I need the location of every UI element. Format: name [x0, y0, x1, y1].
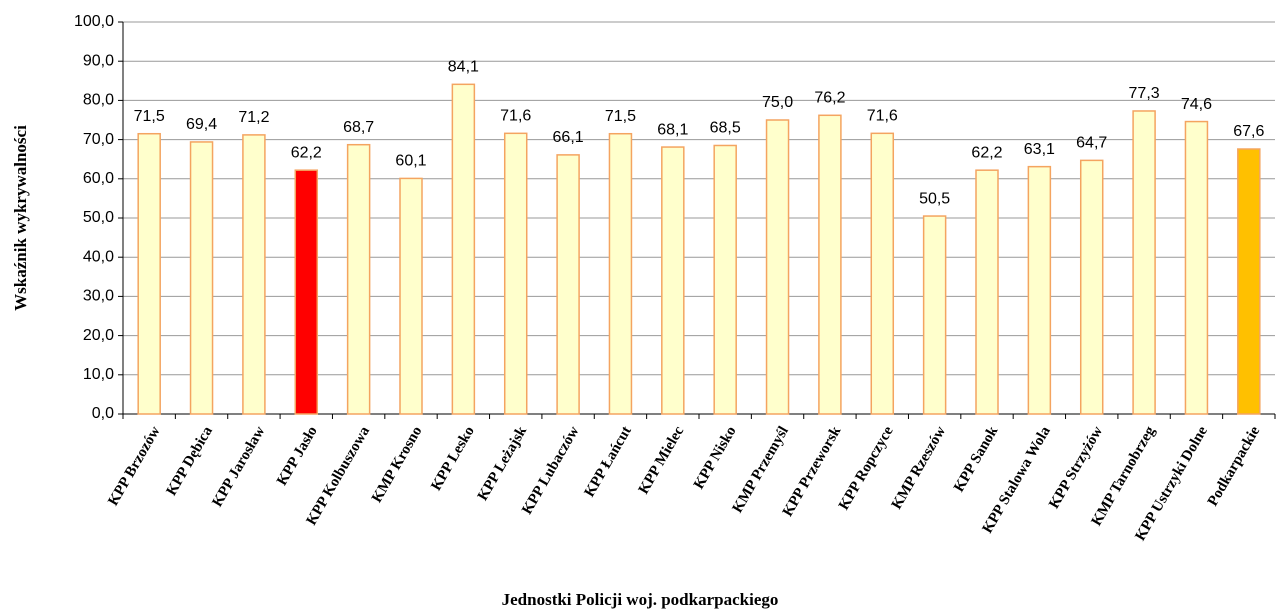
value-label: 71,2 — [238, 109, 269, 126]
y-tick-label: 30,0 — [83, 288, 114, 305]
bar — [503, 132, 528, 415]
x-axis-title: Jednostki Policji woj. podkarpackiego — [502, 590, 779, 609]
value-label: 66,1 — [553, 129, 584, 146]
bar — [608, 132, 633, 415]
y-tick-label: 100,0 — [74, 13, 114, 30]
bar — [870, 132, 895, 415]
x-tick-label: KPP Jasło — [274, 424, 321, 489]
value-label: 74,6 — [1181, 96, 1212, 113]
bar — [242, 134, 266, 415]
y-tick-label: 70,0 — [83, 131, 114, 148]
bar — [661, 146, 685, 415]
bar — [294, 169, 319, 415]
value-label: 67,6 — [1233, 123, 1264, 140]
value-label: 68,7 — [343, 119, 374, 136]
x-tick-label: KPP Lesko — [428, 424, 477, 494]
bar — [975, 169, 999, 415]
x-tick-label: KPP Sanok — [951, 423, 1002, 495]
value-label: 77,3 — [1129, 85, 1160, 102]
x-tick-label: KPP Dębica — [164, 423, 217, 498]
x-tick-label: Podkarpackie — [1205, 423, 1264, 509]
value-label: 71,5 — [605, 108, 636, 125]
value-label: 69,4 — [186, 116, 217, 133]
bar — [818, 114, 842, 415]
y-axis-title: Wskaźnik wykrywalności — [11, 125, 30, 311]
value-label: 71,5 — [134, 108, 165, 125]
x-tick-label: KPP Brzozów — [105, 424, 163, 509]
y-tick-label: 10,0 — [83, 366, 114, 383]
value-label: 60,1 — [395, 153, 426, 170]
value-label: 62,2 — [291, 144, 322, 161]
x-tick-label: KPP Łańcut — [582, 424, 635, 500]
bar — [399, 177, 423, 415]
value-label: 68,5 — [710, 120, 741, 137]
x-tick-label: KMP Krosno — [369, 424, 425, 506]
value-label: 50,5 — [919, 190, 950, 207]
bar — [451, 83, 476, 415]
bar — [1027, 165, 1052, 415]
value-label: 68,1 — [657, 121, 688, 138]
bar — [1184, 120, 1209, 415]
bar — [1079, 159, 1104, 415]
x-tick-label: KPP Nisko — [691, 424, 740, 492]
bar — [1237, 148, 1261, 415]
y-tick-label: 40,0 — [83, 248, 114, 265]
bar — [137, 132, 161, 415]
bar — [713, 144, 737, 415]
x-tick-label: KMP Rzeszów — [889, 424, 949, 513]
value-label: 62,2 — [971, 144, 1002, 161]
value-label: 76,2 — [814, 90, 845, 107]
y-tick-label: 90,0 — [83, 52, 114, 69]
value-label: 71,6 — [867, 108, 898, 125]
x-tick-label: KPP Leżajsk — [475, 423, 531, 503]
bar — [346, 143, 371, 415]
y-tick-label: 0,0 — [92, 405, 114, 422]
value-label: 84,1 — [448, 59, 479, 76]
x-tick-label: KPP Ropczyce — [836, 423, 897, 512]
bar — [922, 215, 947, 415]
x-tick-label: KPP Jarosław — [209, 424, 268, 510]
x-tick-label: KPP Mielec — [636, 423, 688, 497]
x-tick-label: KPP Lubaczów — [519, 424, 582, 518]
y-tick-label: 80,0 — [83, 92, 114, 109]
y-tick-label: 50,0 — [83, 209, 114, 226]
value-label: 64,7 — [1076, 135, 1107, 152]
value-label: 71,6 — [500, 108, 531, 125]
y-tick-label: 20,0 — [83, 327, 114, 344]
value-label: 63,1 — [1024, 141, 1055, 158]
y-tick-label: 60,0 — [83, 170, 114, 187]
bar — [189, 141, 214, 415]
bar — [765, 119, 790, 415]
x-tick-label: KMP Przemyśl — [730, 424, 792, 516]
bar — [556, 154, 580, 415]
x-tick-label: KPP Strzyżów — [1046, 424, 1106, 512]
value-label: 75,0 — [762, 94, 793, 111]
bar — [1132, 110, 1156, 415]
